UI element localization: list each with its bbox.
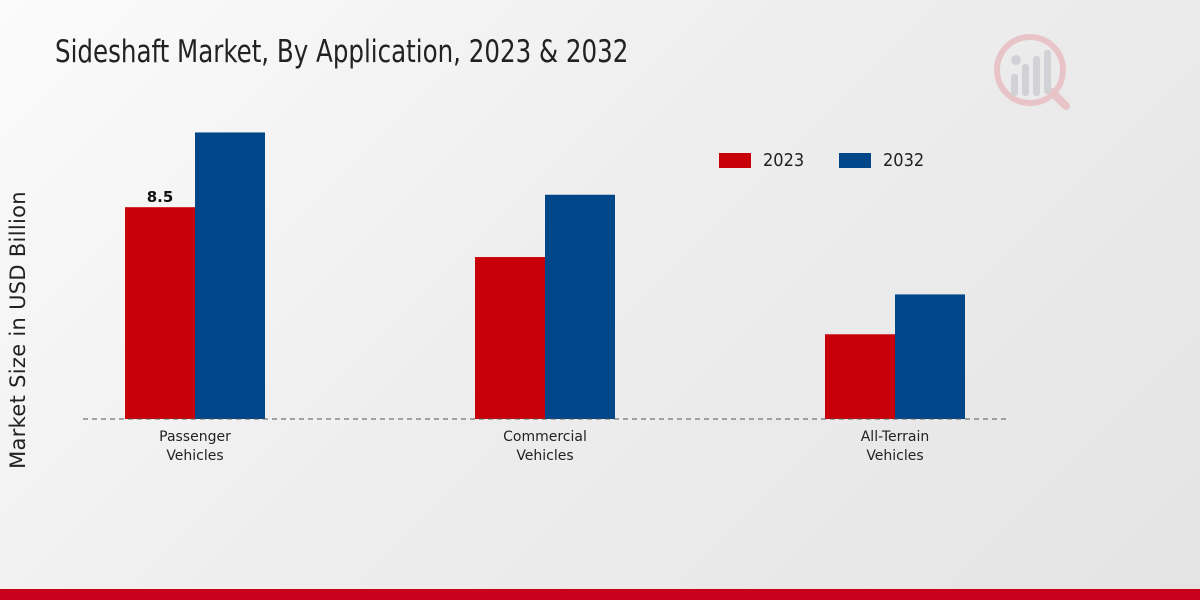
chart-title: Sideshaft Market, By Application, 2023 &… xyxy=(55,34,629,70)
x-tick-label-line: Vehicles xyxy=(166,448,223,464)
x-tick-label-2: All-Terrain Vehicles xyxy=(861,429,930,464)
footer-accent-bar xyxy=(0,589,1200,600)
bar-2032-2 xyxy=(895,294,965,419)
x-tick-label-line: Vehicles xyxy=(866,448,923,464)
bar-2032-0 xyxy=(195,132,265,420)
legend-label-2023: 2023 xyxy=(763,149,805,171)
x-tick-label-line: All-Terrain xyxy=(861,429,930,445)
bar-2023-1 xyxy=(475,257,545,419)
legend-item-2023: 2023 xyxy=(719,148,809,172)
x-tick-label-1: Commercial Vehicles xyxy=(503,429,587,464)
x-tick-label-line: Vehicles xyxy=(516,448,573,464)
x-tick-label-line: Passenger xyxy=(159,429,231,445)
data-label-2023-0: 8.5 xyxy=(147,188,174,206)
bar-2023-2 xyxy=(825,334,895,419)
x-tick-label-0: Passenger Vehicles xyxy=(159,429,231,464)
legend-swatch-2023 xyxy=(719,152,751,168)
bar-2023-0 xyxy=(125,207,195,419)
x-tick-label-line: Commercial xyxy=(503,429,587,445)
legend-swatch-2032 xyxy=(839,152,871,168)
brand-logo-icon xyxy=(994,34,1070,110)
legend-label-2032: 2032 xyxy=(883,149,925,171)
legend-item-2032: 2032 xyxy=(839,148,929,172)
bar-2032-1 xyxy=(545,194,615,419)
